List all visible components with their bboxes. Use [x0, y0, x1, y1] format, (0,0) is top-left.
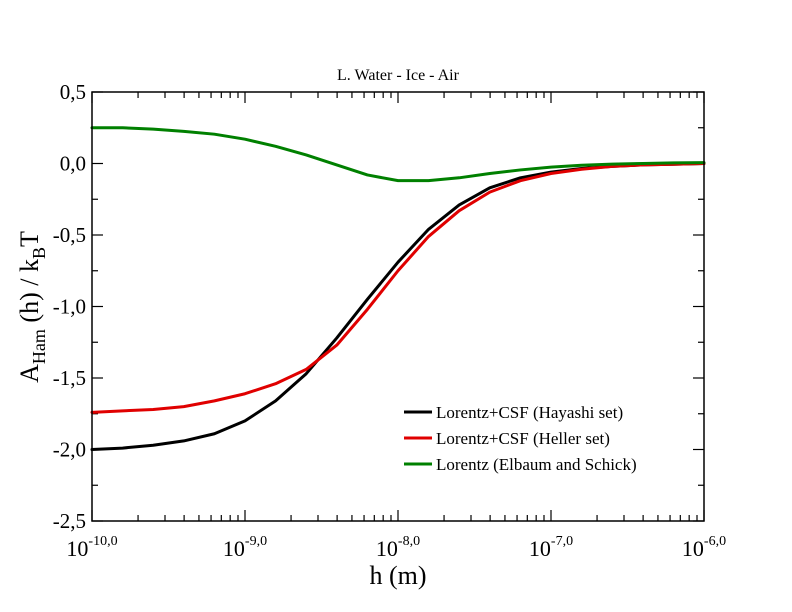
y-tick-label: 0,5 — [60, 80, 86, 104]
y-label-mid: (h) / k — [15, 259, 44, 329]
y-label-base: A — [15, 364, 44, 383]
y-tick-label: -2,5 — [53, 509, 86, 533]
x-tick-exponent: -7,0 — [551, 534, 573, 549]
x-tick-exponent: -8,0 — [398, 534, 420, 549]
y-tick-label: -1,0 — [53, 295, 86, 319]
x-axis-label: h (m) — [369, 561, 426, 590]
series-layer — [90, 126, 706, 451]
y-label-sub1: Ham — [29, 329, 49, 364]
y-tick-label: -1,5 — [53, 366, 86, 390]
x-tick-base: 10 — [223, 536, 245, 561]
x-tick-label: 10-10,0 — [66, 534, 117, 561]
x-tick-label: 10-7,0 — [529, 534, 573, 561]
plot-frame — [91, 91, 705, 522]
legend-label: Lorentz+CSF (Heller set) — [436, 429, 610, 448]
x-tick-exponent: -10,0 — [88, 534, 117, 549]
legend-label: Lorentz+CSF (Hayashi set) — [436, 403, 623, 422]
x-tick-exponent: -9,0 — [245, 534, 267, 549]
y-axis-label: AHam (h) / kBT — [15, 231, 49, 383]
y-label-sub2: B — [29, 247, 49, 259]
y-tick-label: 0,0 — [60, 152, 86, 176]
x-tick-label: 10-6,0 — [682, 534, 726, 561]
y-label-end: T — [15, 231, 44, 247]
chart-title: L. Water - Ice - Air — [337, 67, 460, 84]
x-tick-base: 10 — [682, 536, 704, 561]
x-tick-exponent: -6,0 — [704, 534, 726, 549]
y-tick-label: -2,0 — [53, 438, 86, 462]
x-tick-base: 10 — [529, 536, 551, 561]
x-tick-label: 10-8,0 — [376, 534, 420, 561]
y-tick-label: -0,5 — [53, 223, 86, 247]
x-tick-base: 10 — [376, 536, 398, 561]
legend-label: Lorentz (Elbaum and Schick) — [436, 455, 637, 474]
series-line — [90, 162, 706, 414]
x-tick-label: 10-9,0 — [223, 534, 267, 561]
y-tick-labels: 0,5 0,0 -0,5 -1,0 -1,5 -2,0 -2,5 — [53, 80, 86, 533]
x-tick-base: 10 — [66, 536, 88, 561]
x-tick-labels: 10-10,0 10-9,0 10-8,0 10-7,0 10-6,0 — [66, 534, 726, 561]
series-line — [90, 126, 706, 183]
legend: Lorentz+CSF (Hayashi set) Lorentz+CSF (He… — [404, 403, 637, 474]
